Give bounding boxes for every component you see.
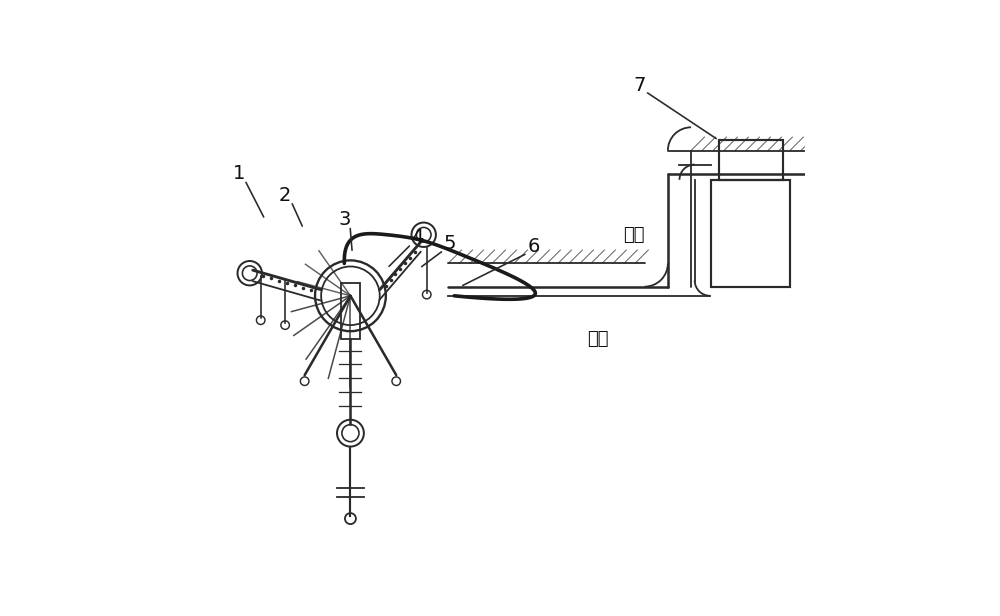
Text: 1: 1 [233, 164, 245, 183]
Text: 岸站: 岸站 [624, 225, 645, 244]
Text: 2: 2 [279, 185, 291, 205]
Text: 3: 3 [338, 210, 351, 229]
Text: 6: 6 [527, 237, 540, 256]
Bar [711, 180, 790, 286]
Bar [341, 283, 360, 339]
Bar [719, 140, 783, 180]
Text: 海底: 海底 [587, 330, 608, 347]
Text: 5: 5 [444, 235, 456, 253]
Text: 7: 7 [633, 76, 645, 95]
Text: 4: 4 [411, 229, 424, 247]
